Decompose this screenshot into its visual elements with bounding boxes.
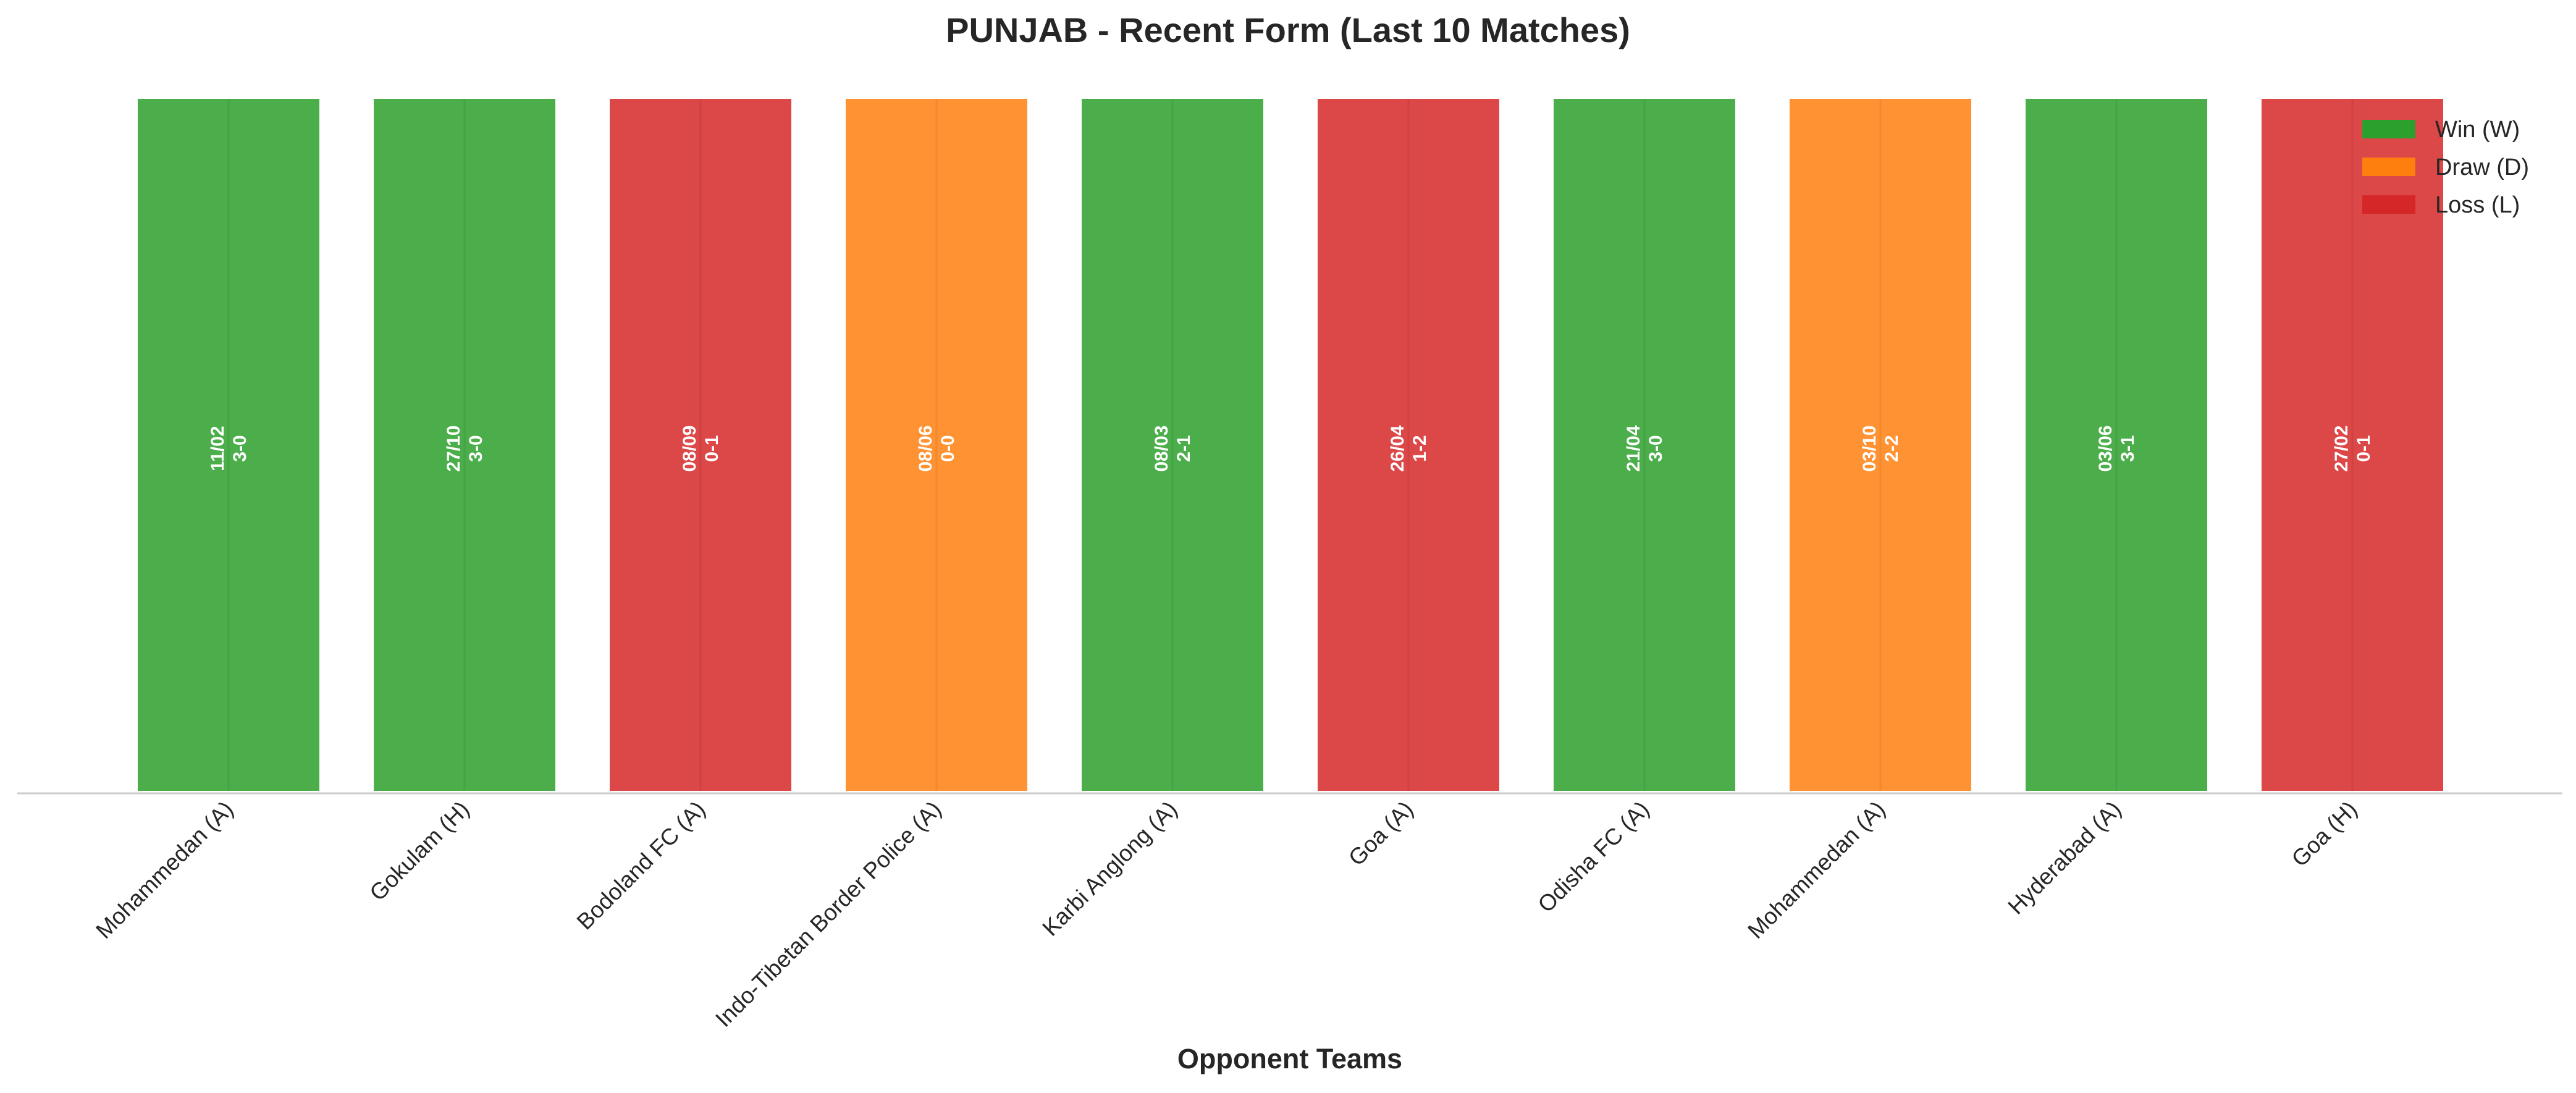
bar-data-label: 27/02 0-1 bbox=[2331, 425, 2374, 471]
x-tick-label: Odisha FC (A) bbox=[1533, 796, 1654, 918]
bar-date-label: 27/02 bbox=[2331, 425, 2352, 471]
bar-group: 08/06 0-0 bbox=[843, 96, 1030, 793]
bar-score-label: 1-2 bbox=[1410, 435, 1430, 462]
x-tick-label: Gokulam (H) bbox=[364, 796, 474, 906]
bar-score-label: 3-1 bbox=[2118, 435, 2138, 462]
x-tick-label: Karbi Anglong (A) bbox=[1038, 796, 1182, 941]
bar-data-label: 11/02 3-0 bbox=[208, 426, 250, 471]
bar-data-label: 03/06 3-1 bbox=[2095, 425, 2138, 471]
bar-score-label: 0-1 bbox=[702, 435, 722, 462]
bar-data-label: 08/03 2-1 bbox=[1151, 425, 1194, 471]
bar bbox=[135, 96, 322, 793]
bar-group: 03/06 3-1 bbox=[2023, 96, 2210, 793]
bar bbox=[843, 96, 1030, 793]
bar bbox=[2023, 96, 2210, 793]
tick-labels-layer: Mohammedan (A) Gokulam (H) Bodoland FC (A)… bbox=[91, 796, 2362, 1032]
bar-score-label: 3-0 bbox=[466, 435, 486, 462]
bar-group: 26/04 1-2 bbox=[1315, 96, 1502, 793]
bar bbox=[1315, 96, 1502, 793]
x-tick-label: Mohammedan (A) bbox=[1743, 796, 1890, 943]
bar-score-label: 3-0 bbox=[1646, 435, 1666, 462]
bars-layer: 11/02 3-0 27/10 3-0 08/09 0-1 08/06 0-0 08/03 2-1… bbox=[135, 96, 2446, 793]
bar-date-label: 08/06 bbox=[915, 425, 936, 471]
bar-group: 03/10 2-2 bbox=[1787, 96, 1974, 793]
x-tick-label: Indo-Tibetan Border Police (A) bbox=[710, 796, 946, 1032]
bar-date-label: 27/10 bbox=[444, 425, 464, 471]
bar-data-label: 08/06 0-0 bbox=[915, 425, 958, 471]
legend-label: Win (W) bbox=[2435, 117, 2520, 143]
bar bbox=[1551, 96, 1738, 793]
bar-score-label: 3-0 bbox=[230, 435, 250, 462]
legend-swatch bbox=[2362, 195, 2415, 214]
bar bbox=[1787, 96, 1974, 793]
legend-label: Loss (L) bbox=[2435, 192, 2520, 218]
bar-date-label: 21/04 bbox=[1623, 425, 1644, 471]
legend: Win (W) Draw (D) Loss (L) bbox=[2362, 117, 2529, 218]
bar-score-label: 0-0 bbox=[938, 435, 958, 462]
bar-data-label: 21/04 3-0 bbox=[1623, 425, 1666, 471]
bar-data-label: 27/10 3-0 bbox=[444, 425, 486, 471]
chart-title: PUNJAB - Recent Form (Last 10 Matches) bbox=[946, 11, 1630, 49]
x-tick-label: Mohammedan (A) bbox=[91, 796, 238, 943]
bar-group: 08/03 2-1 bbox=[1079, 96, 1266, 793]
bar-date-label: 08/03 bbox=[1151, 425, 1172, 471]
bar-score-label: 0-1 bbox=[2354, 435, 2374, 462]
legend-swatch bbox=[2362, 158, 2415, 176]
bar-group: 08/09 0-1 bbox=[607, 96, 794, 793]
bar-group: 11/02 3-0 bbox=[135, 96, 322, 793]
x-tick-label: Hyderabad (A) bbox=[2003, 796, 2126, 919]
bar-data-label: 26/04 1-2 bbox=[1387, 425, 1430, 471]
bar-score-label: 2-2 bbox=[1882, 435, 1902, 462]
x-axis-label: Opponent Teams bbox=[1177, 1043, 1402, 1074]
bar-date-label: 26/04 bbox=[1387, 425, 1408, 471]
bar-data-label: 03/10 2-2 bbox=[1859, 425, 1902, 471]
legend-swatch bbox=[2362, 120, 2415, 138]
bar bbox=[1079, 96, 1266, 793]
bar-date-label: 08/09 bbox=[680, 425, 700, 471]
bar bbox=[607, 96, 794, 793]
x-tick-label: Goa (A) bbox=[1344, 796, 1418, 871]
bar-group: 21/04 3-0 bbox=[1551, 96, 1738, 793]
bar-score-label: 2-1 bbox=[1174, 435, 1194, 462]
bar-group: 27/02 0-1 bbox=[2259, 96, 2446, 793]
bar-date-label: 03/06 bbox=[2095, 425, 2116, 471]
bar bbox=[371, 96, 558, 793]
bar-date-label: 11/02 bbox=[208, 426, 228, 471]
x-tick-label: Goa (H) bbox=[2287, 796, 2362, 872]
x-tick-label: Bodoland FC (A) bbox=[572, 796, 710, 935]
bar-data-label: 08/09 0-1 bbox=[680, 425, 722, 471]
legend-label: Draw (D) bbox=[2435, 154, 2529, 180]
bar-group: 27/10 3-0 bbox=[371, 96, 558, 793]
bar-date-label: 03/10 bbox=[1859, 425, 1880, 471]
